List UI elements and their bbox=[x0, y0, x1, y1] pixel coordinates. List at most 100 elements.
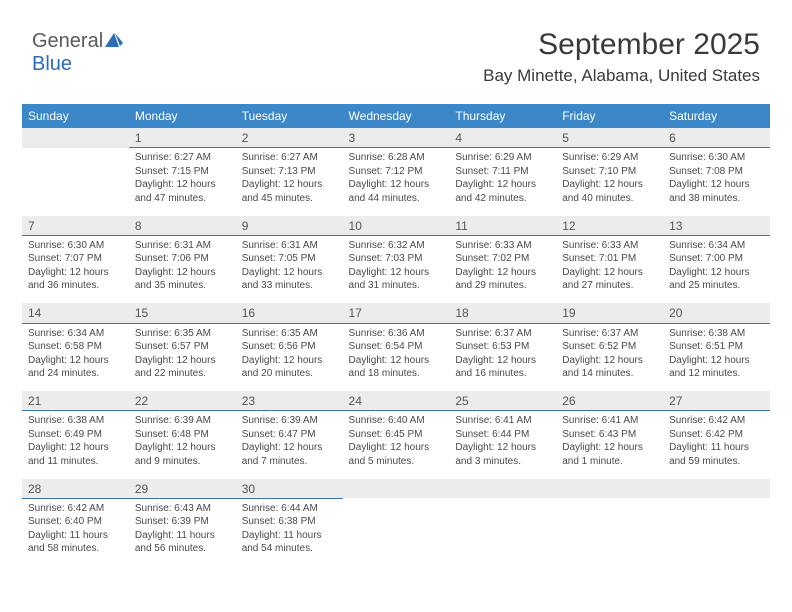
daylight-text: Daylight: 12 hours and 29 minutes. bbox=[455, 266, 550, 293]
day-number: 19 bbox=[556, 303, 663, 323]
day-details: Sunrise: 6:34 AMSunset: 6:58 PMDaylight:… bbox=[22, 323, 129, 391]
sunset-text: Sunset: 6:44 PM bbox=[455, 428, 550, 442]
sunset-text: Sunset: 6:56 PM bbox=[242, 340, 337, 354]
day-number: 20 bbox=[663, 303, 770, 323]
daylight-text: Daylight: 12 hours and 38 minutes. bbox=[669, 178, 764, 205]
day-number: 22 bbox=[129, 391, 236, 411]
day-details bbox=[663, 498, 770, 566]
sunset-text: Sunset: 7:03 PM bbox=[349, 252, 444, 266]
day-number: 9 bbox=[236, 216, 343, 236]
day-number: 15 bbox=[129, 303, 236, 323]
day-details: Sunrise: 6:30 AMSunset: 7:07 PMDaylight:… bbox=[22, 235, 129, 303]
sunset-text: Sunset: 7:15 PM bbox=[135, 165, 230, 179]
sunrise-text: Sunrise: 6:39 AM bbox=[242, 414, 337, 428]
sail-icon bbox=[105, 31, 123, 52]
sunrise-text: Sunrise: 6:28 AM bbox=[349, 151, 444, 165]
calendar-table: Sunday Monday Tuesday Wednesday Thursday… bbox=[22, 104, 770, 566]
day-number: 24 bbox=[343, 391, 450, 411]
logo: General Blue bbox=[32, 30, 123, 76]
sunrise-text: Sunrise: 6:41 AM bbox=[455, 414, 550, 428]
daylight-text: Daylight: 12 hours and 18 minutes. bbox=[349, 354, 444, 381]
day-details: Sunrise: 6:38 AMSunset: 6:51 PMDaylight:… bbox=[663, 323, 770, 391]
daylight-text: Daylight: 12 hours and 24 minutes. bbox=[28, 354, 123, 381]
day-details: Sunrise: 6:27 AMSunset: 7:13 PMDaylight:… bbox=[236, 148, 343, 216]
sunset-text: Sunset: 6:47 PM bbox=[242, 428, 337, 442]
sunrise-text: Sunrise: 6:41 AM bbox=[562, 414, 657, 428]
day-details: Sunrise: 6:41 AMSunset: 6:43 PMDaylight:… bbox=[556, 411, 663, 479]
day-number: 8 bbox=[129, 216, 236, 236]
day-details-row: Sunrise: 6:34 AMSunset: 6:58 PMDaylight:… bbox=[22, 323, 770, 391]
daylight-text: Daylight: 12 hours and 11 minutes. bbox=[28, 441, 123, 468]
day-number: 18 bbox=[449, 303, 556, 323]
sunset-text: Sunset: 7:07 PM bbox=[28, 252, 123, 266]
day-details-row: Sunrise: 6:27 AMSunset: 7:15 PMDaylight:… bbox=[22, 148, 770, 216]
day-number: 26 bbox=[556, 391, 663, 411]
day-details: Sunrise: 6:27 AMSunset: 7:15 PMDaylight:… bbox=[129, 148, 236, 216]
sunrise-text: Sunrise: 6:42 AM bbox=[28, 502, 123, 516]
col-thursday: Thursday bbox=[449, 104, 556, 128]
sunset-text: Sunset: 6:57 PM bbox=[135, 340, 230, 354]
day-details: Sunrise: 6:39 AMSunset: 6:47 PMDaylight:… bbox=[236, 411, 343, 479]
sunset-text: Sunset: 6:43 PM bbox=[562, 428, 657, 442]
day-details: Sunrise: 6:40 AMSunset: 6:45 PMDaylight:… bbox=[343, 411, 450, 479]
day-details: Sunrise: 6:29 AMSunset: 7:10 PMDaylight:… bbox=[556, 148, 663, 216]
day-number bbox=[556, 479, 663, 499]
col-saturday: Saturday bbox=[663, 104, 770, 128]
daylight-text: Daylight: 11 hours and 54 minutes. bbox=[242, 529, 337, 556]
sunrise-text: Sunrise: 6:33 AM bbox=[455, 239, 550, 253]
day-number-row: 14151617181920 bbox=[22, 303, 770, 323]
day-details: Sunrise: 6:31 AMSunset: 7:06 PMDaylight:… bbox=[129, 235, 236, 303]
day-number: 13 bbox=[663, 216, 770, 236]
daylight-text: Daylight: 11 hours and 59 minutes. bbox=[669, 441, 764, 468]
day-number: 14 bbox=[22, 303, 129, 323]
day-details bbox=[556, 498, 663, 566]
day-details: Sunrise: 6:33 AMSunset: 7:02 PMDaylight:… bbox=[449, 235, 556, 303]
day-number: 30 bbox=[236, 479, 343, 499]
day-number: 4 bbox=[449, 128, 556, 148]
sunset-text: Sunset: 6:42 PM bbox=[669, 428, 764, 442]
day-details: Sunrise: 6:31 AMSunset: 7:05 PMDaylight:… bbox=[236, 235, 343, 303]
sunset-text: Sunset: 7:13 PM bbox=[242, 165, 337, 179]
sunrise-text: Sunrise: 6:34 AM bbox=[669, 239, 764, 253]
daylight-text: Daylight: 12 hours and 27 minutes. bbox=[562, 266, 657, 293]
daylight-text: Daylight: 12 hours and 47 minutes. bbox=[135, 178, 230, 205]
sunrise-text: Sunrise: 6:40 AM bbox=[349, 414, 444, 428]
sunrise-text: Sunrise: 6:30 AM bbox=[28, 239, 123, 253]
day-details-row: Sunrise: 6:30 AMSunset: 7:07 PM Daylight:… bbox=[22, 235, 770, 303]
col-wednesday: Wednesday bbox=[343, 104, 450, 128]
day-number: 17 bbox=[343, 303, 450, 323]
day-details: Sunrise: 6:33 AMSunset: 7:01 PMDaylight:… bbox=[556, 235, 663, 303]
sunset-text: Sunset: 7:11 PM bbox=[455, 165, 550, 179]
day-number bbox=[343, 479, 450, 499]
daylight-text: Daylight: 12 hours and 45 minutes. bbox=[242, 178, 337, 205]
day-number-row: 78910111213 bbox=[22, 216, 770, 236]
location: Bay Minette, Alabama, United States bbox=[483, 66, 760, 86]
daylight-text: Daylight: 12 hours and 42 minutes. bbox=[455, 178, 550, 205]
sunrise-text: Sunrise: 6:27 AM bbox=[242, 151, 337, 165]
day-number: 16 bbox=[236, 303, 343, 323]
daylight-text: Daylight: 11 hours and 56 minutes. bbox=[135, 529, 230, 556]
sunrise-text: Sunrise: 6:27 AM bbox=[135, 151, 230, 165]
sunrise-text: Sunrise: 6:31 AM bbox=[242, 239, 337, 253]
day-number: 7 bbox=[22, 216, 129, 236]
sunrise-text: Sunrise: 6:30 AM bbox=[669, 151, 764, 165]
sunrise-text: Sunrise: 6:39 AM bbox=[135, 414, 230, 428]
day-number: 6 bbox=[663, 128, 770, 148]
day-number bbox=[22, 128, 129, 148]
daylight-text: Daylight: 12 hours and 20 minutes. bbox=[242, 354, 337, 381]
sunrise-text: Sunrise: 6:31 AM bbox=[135, 239, 230, 253]
day-number bbox=[449, 479, 556, 499]
sunrise-text: Sunrise: 6:36 AM bbox=[349, 327, 444, 341]
daylight-text: Daylight: 12 hours and 14 minutes. bbox=[562, 354, 657, 381]
day-number: 29 bbox=[129, 479, 236, 499]
month-title: September 2025 bbox=[483, 28, 760, 62]
daylight-text: Daylight: 11 hours and 58 minutes. bbox=[28, 529, 123, 556]
header: September 2025 Bay Minette, Alabama, Uni… bbox=[483, 28, 760, 86]
daylight-text: Daylight: 12 hours and 12 minutes. bbox=[669, 354, 764, 381]
col-tuesday: Tuesday bbox=[236, 104, 343, 128]
day-details: Sunrise: 6:37 AMSunset: 6:53 PMDaylight:… bbox=[449, 323, 556, 391]
sunset-text: Sunset: 7:06 PM bbox=[135, 252, 230, 266]
sunrise-text: Sunrise: 6:38 AM bbox=[669, 327, 764, 341]
sunrise-text: Sunrise: 6:29 AM bbox=[562, 151, 657, 165]
day-details: Sunrise: 6:42 AMSunset: 6:40 PMDaylight:… bbox=[22, 498, 129, 566]
